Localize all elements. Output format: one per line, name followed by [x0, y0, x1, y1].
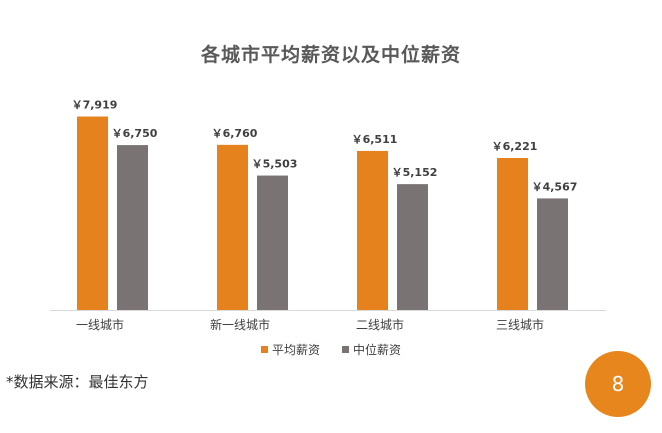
bar-median-1 [257, 175, 288, 310]
x-tick-label-0: 一线城市 [76, 317, 124, 332]
data-label-average-3: ￥6,221 [492, 140, 538, 153]
bar-median-0 [117, 145, 148, 310]
bar-average-1 [217, 144, 248, 310]
bar-average-2 [357, 150, 388, 310]
legend-item-median: 中位薪资 [342, 341, 401, 358]
legend-swatch-median [342, 346, 349, 353]
source-note: *数据来源：最佳东方 [6, 373, 149, 391]
data-label-average-2: ￥6,511 [352, 133, 398, 146]
x-tick-label-1: 新一线城市 [210, 317, 270, 332]
data-label-median-3: ￥4,567 [532, 180, 578, 193]
legend-label-median: 中位薪资 [353, 343, 402, 357]
chart-legend: 平均薪资 中位薪资 [0, 341, 662, 358]
legend-swatch-average [260, 346, 268, 353]
x-tick-label-3: 三线城市 [496, 317, 544, 332]
data-label-average-0: ￥7,919 [72, 99, 118, 112]
data-label-median-0: ￥6,750 [112, 127, 158, 140]
data-label-median-1: ￥5,503 [252, 158, 298, 171]
legend-item-average: 平均薪资 [260, 341, 320, 358]
x-tick-label-2: 二线城市 [356, 317, 404, 332]
bar-average-0 [77, 116, 108, 310]
chart-title: 各城市平均薪资以及中位薪资 [200, 44, 461, 66]
bar-average-3 [497, 158, 528, 310]
bar-median-2 [397, 184, 428, 310]
data-label-average-1: ￥6,760 [212, 127, 258, 140]
bar-median-3 [537, 198, 568, 310]
page-number-badge: 8 [585, 351, 651, 417]
legend-label-average: 平均薪资 [271, 343, 320, 357]
data-label-median-2: ￥5,152 [392, 166, 438, 179]
